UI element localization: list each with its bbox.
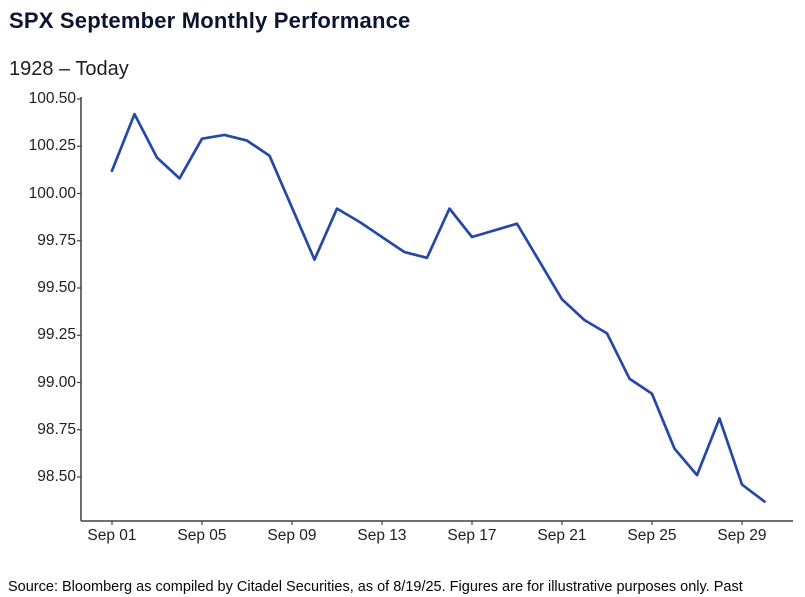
y-tick-label: 98.50 <box>37 468 76 485</box>
x-tick-label: Sep 09 <box>267 527 317 544</box>
x-tick-label: Sep 05 <box>177 527 227 544</box>
x-tick-label: Sep 13 <box>357 527 407 544</box>
y-tick-label: 99.75 <box>37 231 76 249</box>
axis-spines <box>80 97 793 522</box>
x-tick-label: Sep 25 <box>627 527 677 544</box>
y-tick-label: 100.50 <box>28 90 76 107</box>
axis-ticks <box>77 98 743 525</box>
chart-subtitle: 1928 – Today <box>9 58 129 80</box>
y-tick-label: 99.50 <box>37 279 76 296</box>
y-tick-label: 99.00 <box>37 373 76 391</box>
x-tick-label: Sep 01 <box>87 527 137 544</box>
source-footnote: Source: Bloomberg as compiled by Citadel… <box>8 579 743 595</box>
performance-line <box>110 112 766 503</box>
page-title: SPX September Monthly Performance <box>9 8 411 33</box>
y-tick-label: 100.25 <box>28 137 76 155</box>
x-tick-label: Sep 17 <box>447 527 497 544</box>
x-tick-label: Sep 21 <box>537 527 587 544</box>
x-tick-label: Sep 29 <box>717 527 767 544</box>
y-tick-label: 100.00 <box>28 184 76 202</box>
y-tick-label: 99.25 <box>37 326 76 344</box>
y-tick-label: 98.75 <box>37 420 76 438</box>
